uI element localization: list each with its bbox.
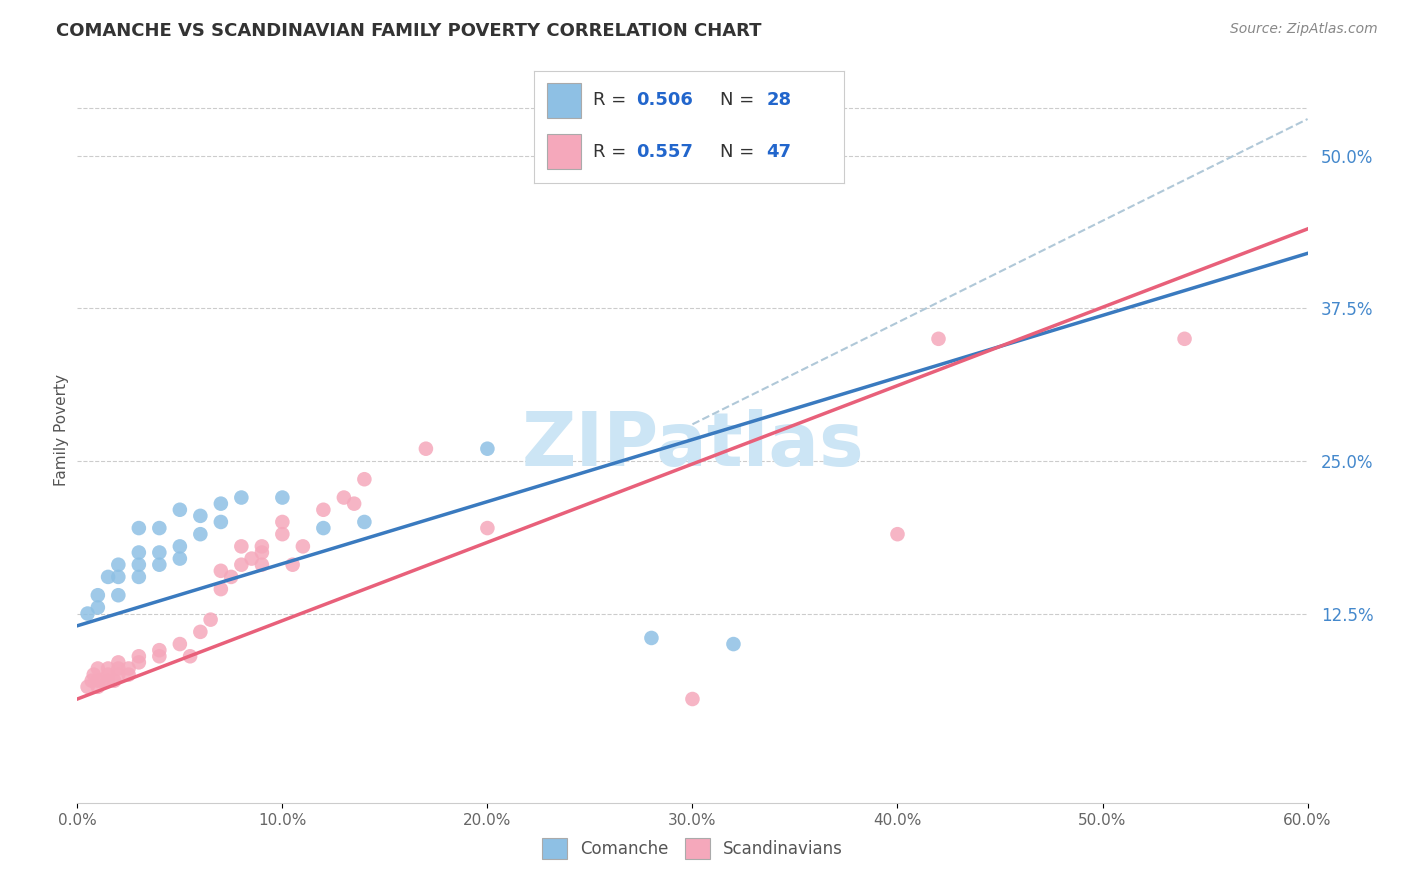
Point	[128, 570, 150, 584]
Point	[477, 521, 499, 535]
Point	[128, 558, 150, 572]
Point	[107, 570, 129, 584]
Point	[76, 680, 98, 694]
Text: 47: 47	[766, 143, 792, 161]
Point	[231, 491, 253, 505]
Point	[87, 673, 110, 688]
Point	[148, 558, 170, 572]
Text: ZIPatlas: ZIPatlas	[522, 409, 863, 482]
Point	[209, 515, 232, 529]
Point	[148, 521, 170, 535]
Point	[117, 667, 139, 681]
Point	[87, 661, 110, 675]
Point	[333, 491, 356, 505]
Point	[209, 564, 232, 578]
Point	[291, 540, 314, 554]
Point	[343, 497, 366, 511]
Point	[169, 637, 191, 651]
Point	[97, 570, 120, 584]
Y-axis label: Family Poverty: Family Poverty	[53, 375, 69, 486]
Point	[188, 527, 212, 541]
Point	[477, 442, 499, 456]
Point	[188, 508, 212, 523]
Point	[76, 607, 98, 621]
Point	[281, 558, 304, 572]
Text: N =: N =	[720, 91, 759, 110]
Point	[107, 661, 129, 675]
Text: 28: 28	[766, 91, 792, 110]
Point	[353, 472, 375, 486]
Text: 0.506: 0.506	[637, 91, 693, 110]
Point	[148, 649, 170, 664]
Point	[80, 673, 103, 688]
Point	[87, 588, 110, 602]
Legend: Comanche, Scandinavians: Comanche, Scandinavians	[536, 831, 849, 865]
Point	[271, 527, 294, 541]
Point	[128, 545, 150, 559]
Point	[231, 540, 253, 554]
Point	[128, 649, 150, 664]
Point	[250, 545, 273, 559]
Point	[200, 613, 222, 627]
Point	[271, 515, 294, 529]
Point	[97, 661, 120, 675]
Point	[87, 600, 110, 615]
Point	[928, 332, 950, 346]
Point	[353, 515, 375, 529]
Point	[188, 624, 212, 639]
Point	[250, 540, 273, 554]
Point	[640, 631, 662, 645]
Point	[312, 502, 335, 516]
Point	[169, 540, 191, 554]
Point	[240, 551, 263, 566]
Point	[97, 667, 120, 681]
Text: 0.557: 0.557	[637, 143, 693, 161]
Point	[179, 649, 201, 664]
FancyBboxPatch shape	[547, 134, 581, 169]
Text: Source: ZipAtlas.com: Source: ZipAtlas.com	[1230, 22, 1378, 37]
Point	[415, 442, 437, 456]
Point	[107, 656, 129, 670]
Point	[97, 673, 120, 688]
Point	[209, 582, 232, 596]
Point	[83, 667, 105, 681]
Text: N =: N =	[720, 143, 759, 161]
Point	[90, 673, 114, 688]
Point	[723, 637, 745, 651]
Point	[250, 558, 273, 572]
Point	[148, 643, 170, 657]
Text: COMANCHE VS SCANDINAVIAN FAMILY POVERTY CORRELATION CHART: COMANCHE VS SCANDINAVIAN FAMILY POVERTY …	[56, 22, 762, 40]
Text: R =: R =	[593, 91, 633, 110]
Point	[682, 692, 704, 706]
Point	[169, 502, 191, 516]
Point	[169, 551, 191, 566]
Point	[107, 588, 129, 602]
Point	[271, 491, 294, 505]
Point	[87, 680, 110, 694]
Point	[219, 570, 242, 584]
Point	[312, 521, 335, 535]
Point	[148, 545, 170, 559]
Point	[1174, 332, 1197, 346]
Point	[107, 667, 129, 681]
Point	[231, 558, 253, 572]
Point	[128, 521, 150, 535]
FancyBboxPatch shape	[547, 83, 581, 119]
Point	[209, 497, 232, 511]
Point	[128, 656, 150, 670]
Point	[117, 661, 139, 675]
Point	[103, 673, 125, 688]
Point	[886, 527, 908, 541]
Point	[107, 558, 129, 572]
Text: R =: R =	[593, 143, 633, 161]
